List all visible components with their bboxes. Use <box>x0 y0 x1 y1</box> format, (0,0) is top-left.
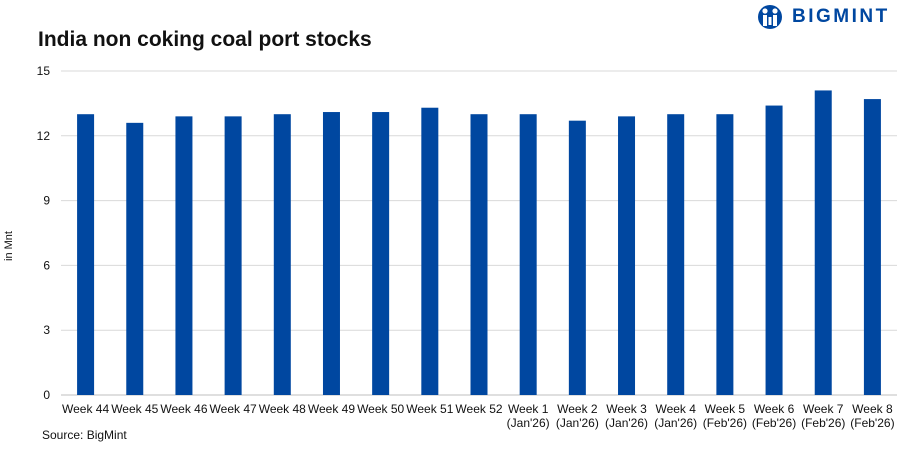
x-tick-label: Week 50 <box>357 402 404 416</box>
bar <box>519 114 537 395</box>
y-tick-label: 0 <box>43 388 50 402</box>
y-tick-label: 6 <box>43 258 50 272</box>
bar <box>126 122 144 395</box>
bar <box>568 120 586 396</box>
chart-title: India non coking coal port stocks <box>38 28 372 51</box>
bar <box>77 114 95 395</box>
y-tick-label: 12 <box>37 129 51 143</box>
x-tick-label: Week 5 <box>705 402 746 416</box>
bar <box>322 112 340 395</box>
bigmint-logo: BIGMINT <box>756 3 906 31</box>
x-tick-label: (Jan'26) <box>605 416 648 430</box>
x-tick-label: Week 4 <box>655 402 696 416</box>
bar <box>273 114 291 395</box>
x-tick-label: Week 46 <box>160 402 207 416</box>
x-tick-label: (Jan'26) <box>507 416 550 430</box>
x-tick-label: (Feb'26) <box>752 416 796 430</box>
bar <box>421 107 439 395</box>
x-tick-label: Week 3 <box>606 402 647 416</box>
x-tick-label: (Feb'26) <box>801 416 845 430</box>
x-tick-label: Week 8 <box>852 402 893 416</box>
bar <box>470 114 488 395</box>
y-tick-label: 9 <box>43 194 50 208</box>
bar <box>224 116 242 396</box>
bar <box>372 112 390 395</box>
x-tick-label: Week 45 <box>111 402 158 416</box>
y-tick-label: 3 <box>43 323 50 337</box>
bar <box>863 99 881 395</box>
x-tick-label: (Feb'26) <box>703 416 747 430</box>
bar <box>667 114 685 395</box>
x-tick-label: Week 51 <box>406 402 453 416</box>
x-tick-label: Week 6 <box>754 402 795 416</box>
bar <box>618 116 636 396</box>
source-note: Source: BigMint <box>42 428 127 442</box>
x-tick-label: Week 7 <box>803 402 844 416</box>
x-tick-label: Week 2 <box>557 402 598 416</box>
bar <box>716 114 734 395</box>
bar <box>814 90 832 395</box>
x-tick-label: (Feb'26) <box>850 416 894 430</box>
bar <box>175 116 193 396</box>
x-tick-label: Week 44 <box>62 402 109 416</box>
bar <box>765 105 783 395</box>
x-tick-label: (Jan'26) <box>556 416 599 430</box>
logo-icon <box>758 5 782 29</box>
x-tick-label: Week 49 <box>308 402 355 416</box>
y-tick-label: 15 <box>37 64 51 78</box>
logo-text: BIGMINT <box>792 6 890 27</box>
x-tick-label: (Jan'26) <box>654 416 697 430</box>
x-tick-label: Week 48 <box>259 402 306 416</box>
x-tick-label: Week 47 <box>210 402 257 416</box>
x-tick-label: Week 1 <box>508 402 549 416</box>
x-tick-label: Week 52 <box>455 402 502 416</box>
